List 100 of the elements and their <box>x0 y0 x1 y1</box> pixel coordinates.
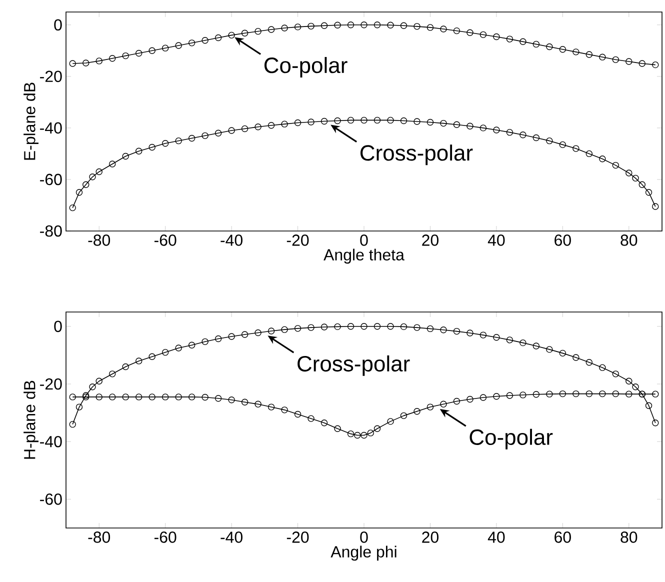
point <box>202 338 208 346</box>
point <box>414 408 420 415</box>
point <box>638 60 646 67</box>
point <box>626 378 632 384</box>
point <box>109 160 116 168</box>
annotation: Co-polar <box>470 428 553 450</box>
point <box>148 394 156 400</box>
y-tick-label: -20 <box>40 70 62 82</box>
point <box>214 395 222 402</box>
point <box>294 325 302 332</box>
point <box>354 432 361 439</box>
y-tick-label: -40 <box>40 436 62 448</box>
point <box>148 47 156 54</box>
point <box>599 364 606 371</box>
point <box>638 181 646 188</box>
point <box>414 23 420 30</box>
y-axis-title: H-plane dB <box>24 380 38 459</box>
point <box>294 24 302 30</box>
point <box>320 118 328 125</box>
point <box>453 121 460 128</box>
point <box>82 60 90 66</box>
point <box>426 325 434 332</box>
point <box>228 396 235 404</box>
point <box>281 326 288 333</box>
point <box>572 354 580 361</box>
point <box>268 122 275 129</box>
y-tick-label: -80 <box>40 225 62 237</box>
point <box>162 348 169 356</box>
point <box>493 393 500 400</box>
point <box>241 125 248 132</box>
point <box>374 323 381 330</box>
point <box>188 134 196 142</box>
point <box>612 390 620 398</box>
point <box>135 50 142 57</box>
point <box>374 22 381 28</box>
x-tick-label: 40 <box>488 234 505 246</box>
point <box>546 43 553 50</box>
x-tick-label: -20 <box>286 532 309 543</box>
point <box>440 120 447 127</box>
point <box>122 52 129 60</box>
point <box>652 203 659 210</box>
point <box>320 420 328 426</box>
x-tick-label: -40 <box>220 532 242 543</box>
point <box>109 370 116 378</box>
point <box>453 328 460 335</box>
x-tick-label: 80 <box>620 234 638 246</box>
point <box>241 398 248 406</box>
point <box>520 339 526 346</box>
point <box>188 40 196 46</box>
point <box>254 28 262 35</box>
point <box>360 323 368 330</box>
point <box>546 137 553 144</box>
point <box>214 34 222 42</box>
point <box>162 140 169 147</box>
point <box>281 120 288 128</box>
point <box>109 55 116 62</box>
y-tick-label: 0 <box>54 19 62 31</box>
point <box>626 390 632 398</box>
x-tick-label: -60 <box>154 234 176 246</box>
point <box>480 124 487 132</box>
point <box>466 330 474 336</box>
point <box>89 384 96 390</box>
point <box>532 134 540 142</box>
x-tick-label: -60 <box>154 532 176 543</box>
y-tick-label: -20 <box>40 378 62 390</box>
point <box>175 137 182 144</box>
point <box>453 398 460 405</box>
point <box>228 127 235 134</box>
point <box>254 124 262 130</box>
point <box>520 392 526 398</box>
point <box>612 370 620 378</box>
point <box>76 404 83 410</box>
point <box>440 26 447 32</box>
x-tick-label: -40 <box>220 234 242 246</box>
point <box>586 51 593 58</box>
point <box>175 394 182 400</box>
point <box>506 128 514 136</box>
point <box>96 378 102 384</box>
point <box>645 402 652 409</box>
point <box>559 390 566 398</box>
y-tick-label: -40 <box>40 122 62 134</box>
point <box>493 334 500 341</box>
point <box>162 394 169 400</box>
point <box>360 116 368 124</box>
x-axis-title: Angle theta <box>324 248 404 264</box>
point <box>334 425 341 432</box>
point <box>334 22 341 28</box>
point <box>480 332 487 338</box>
point <box>360 432 368 439</box>
point <box>493 126 500 134</box>
point <box>453 27 460 34</box>
x-tick-label: 40 <box>488 532 505 543</box>
x-tick-label: 80 <box>620 532 638 543</box>
point <box>652 61 659 68</box>
point <box>281 24 288 32</box>
point <box>586 390 593 398</box>
point <box>76 189 83 196</box>
point <box>96 168 102 176</box>
point <box>480 394 487 401</box>
point <box>308 118 314 126</box>
